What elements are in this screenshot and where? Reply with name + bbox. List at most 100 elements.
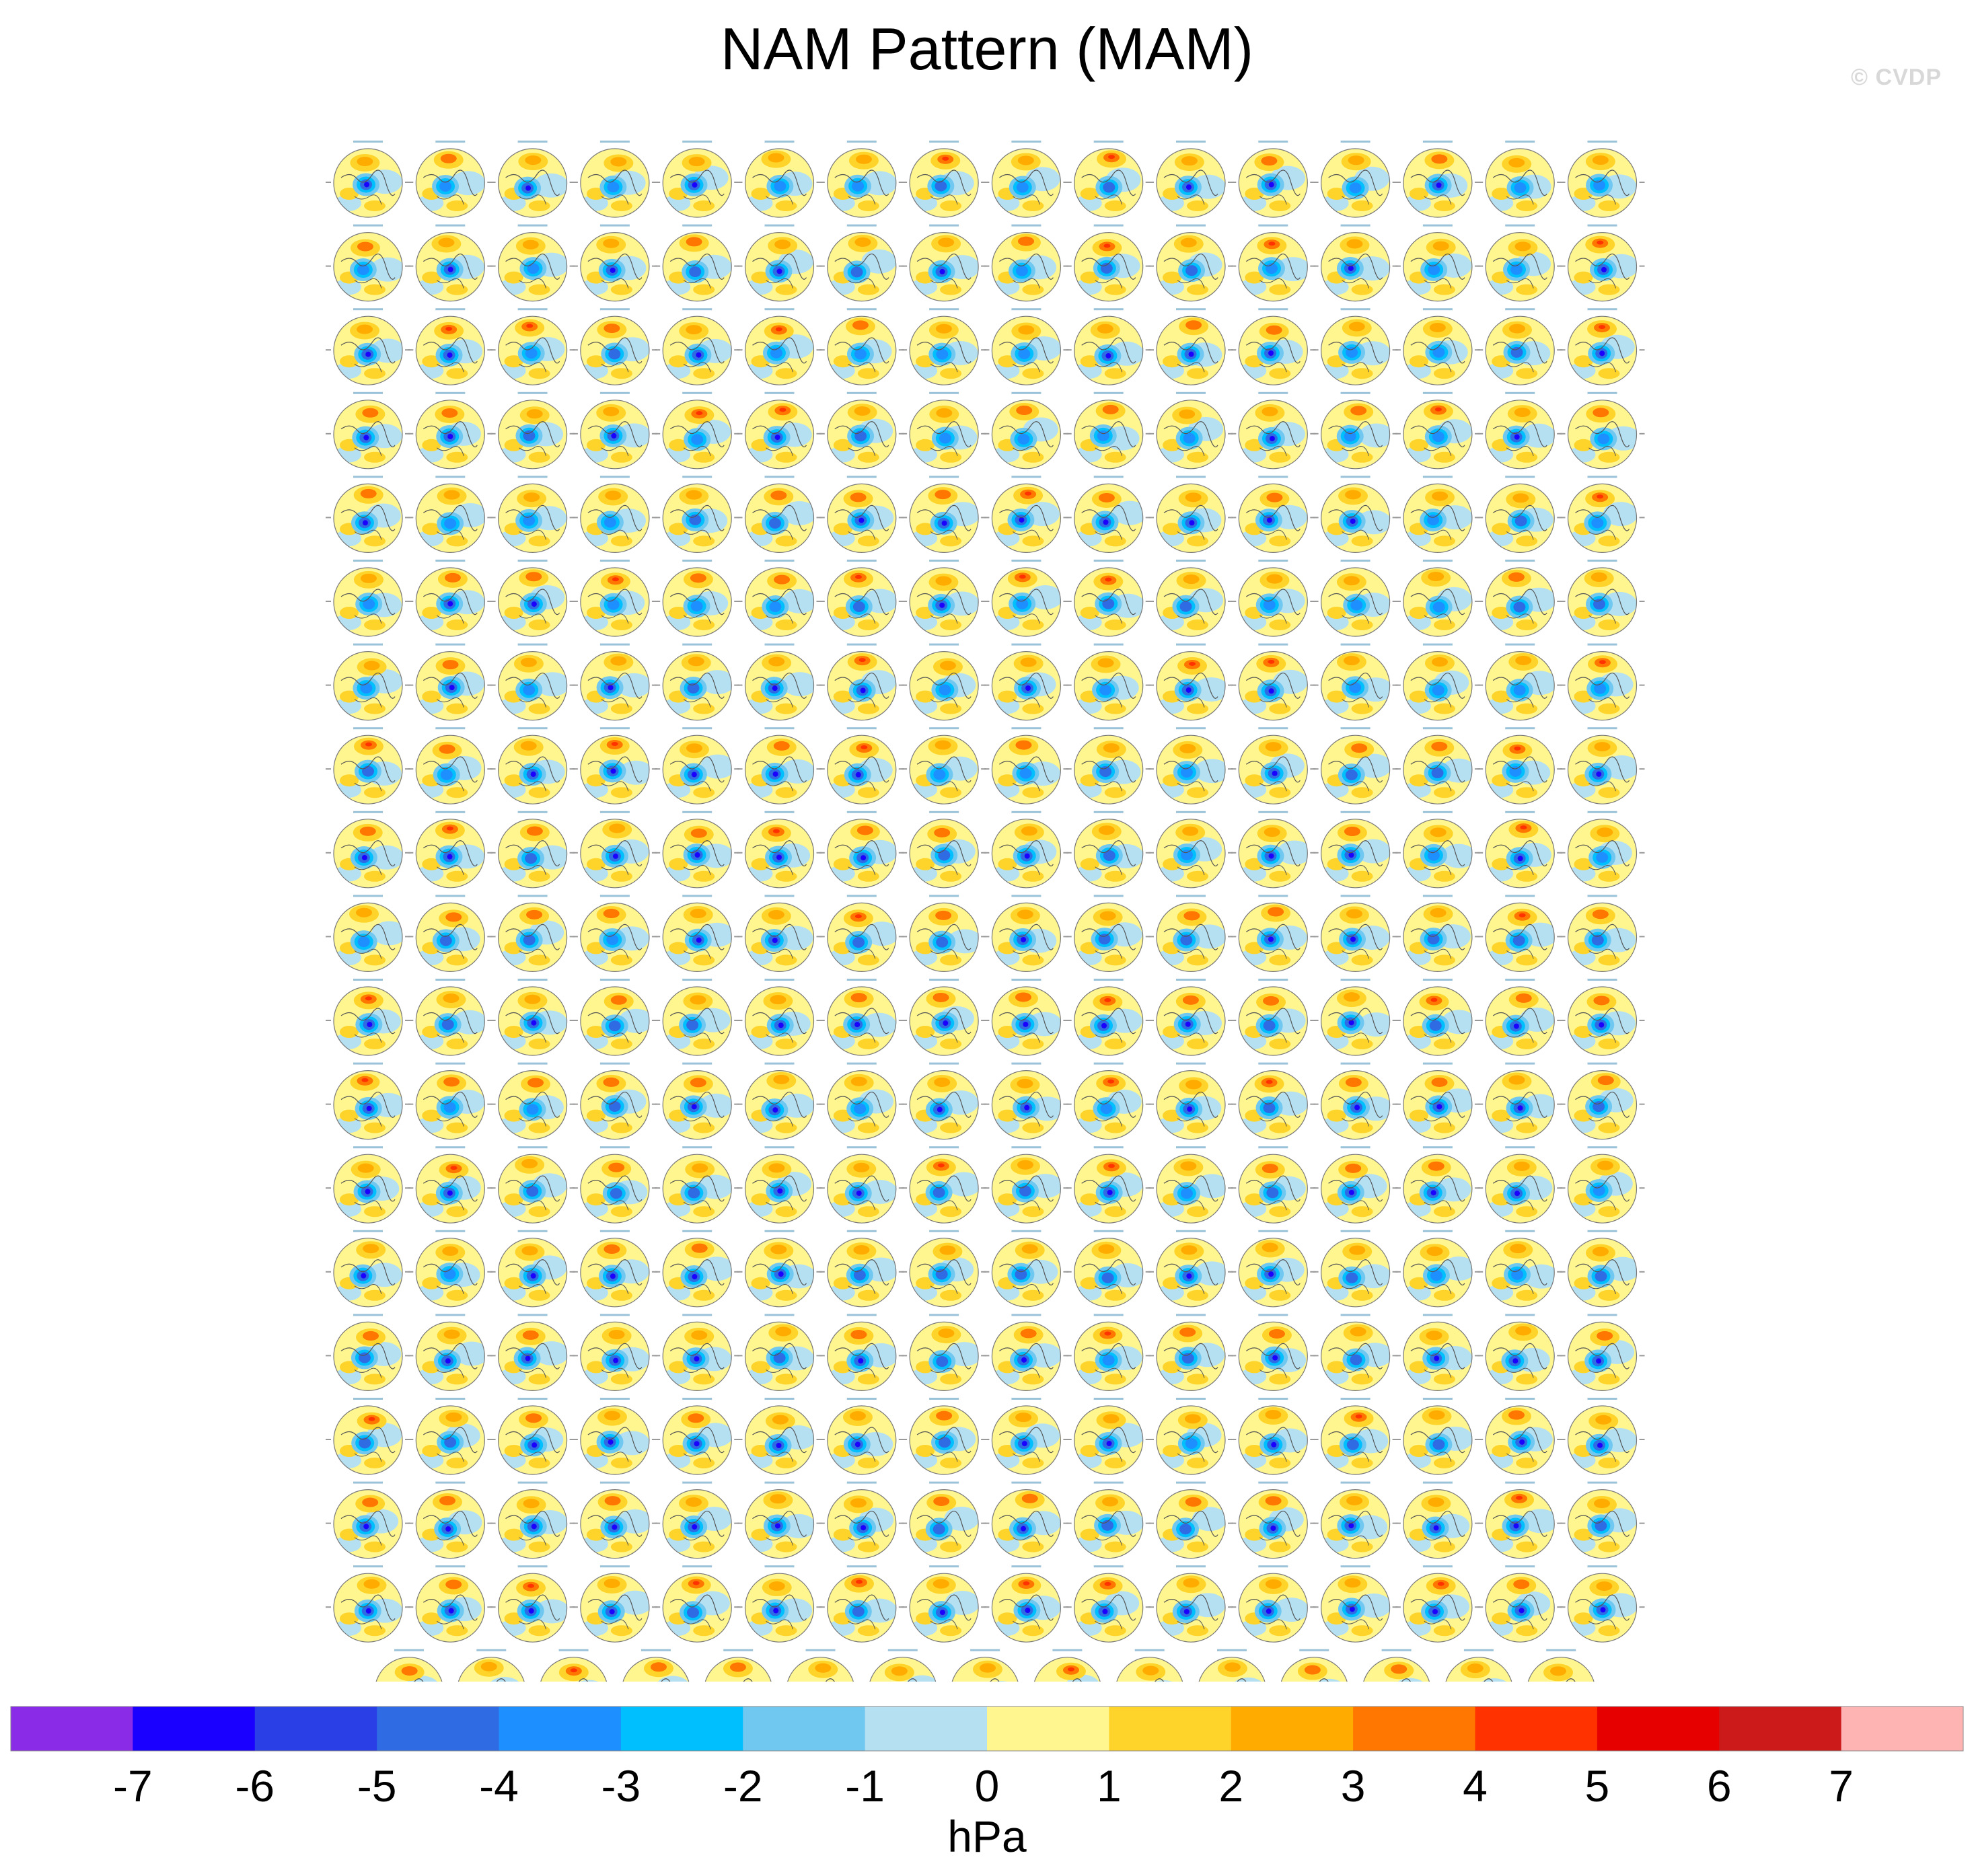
nam-panel: [1231, 727, 1316, 804]
nam-panel: [655, 1314, 740, 1392]
nam-panel: [408, 1398, 493, 1475]
nam-panel: [984, 979, 1069, 1056]
nam-panel: [572, 643, 657, 721]
nam-panel: [1148, 560, 1233, 637]
nam-panel: [1477, 1314, 1563, 1392]
nam-panel: [819, 1062, 904, 1140]
nam-panel: [1066, 643, 1151, 721]
nam-panel: [1148, 1565, 1233, 1643]
nam-panel: [1477, 1146, 1563, 1224]
nam-panel: [408, 560, 493, 637]
nam-panel: [1198, 1649, 1266, 1682]
cvdp-watermark: © CVDP: [1851, 65, 1942, 90]
nam-panel: [786, 1649, 855, 1682]
nam-panel: [1066, 476, 1151, 554]
nam-panel: [902, 1062, 987, 1140]
nam-panel: [902, 727, 987, 804]
nam-panel: [1148, 308, 1233, 385]
nam-panel: [1231, 1314, 1316, 1392]
nam-panel: [326, 141, 410, 218]
nam-panel: [819, 811, 904, 889]
nam-panel: [1477, 224, 1563, 302]
nam-panel: [1560, 391, 1645, 470]
nam-panel: [902, 141, 987, 218]
nam-panel: [408, 1230, 493, 1308]
nam-panel: [457, 1649, 526, 1682]
nam-panel: [621, 1649, 690, 1682]
nam-panel: [1066, 895, 1151, 973]
nam-panel: [819, 391, 904, 470]
nam-panel: [1066, 308, 1151, 385]
nam-panel: [326, 391, 410, 470]
colorbar-bin: [1109, 1706, 1232, 1751]
panel-grid: [326, 141, 1645, 1682]
nam-panel: [572, 308, 657, 385]
nam-panel: [1313, 1062, 1398, 1140]
nam-panel: [1395, 224, 1480, 302]
nam-panel: [1066, 224, 1151, 302]
nam-panel: [408, 141, 493, 218]
colorbar-bin: [1841, 1706, 1964, 1751]
nam-panel: [1477, 476, 1563, 554]
nam-panel: [490, 308, 575, 385]
nam-panel: [819, 308, 904, 385]
colorbar-tick-label: 5: [1585, 1761, 1610, 1811]
nam-panel: [1313, 391, 1398, 470]
nam-panel: [490, 1314, 575, 1392]
nam-panel: [737, 1481, 822, 1559]
nam-panel: [655, 979, 740, 1056]
nam-panel: [1560, 1398, 1645, 1475]
nam-panel: [1148, 391, 1233, 470]
nam-panel: [902, 224, 987, 302]
nam-panel: [490, 1398, 575, 1475]
colorbar-bin: [1475, 1706, 1598, 1751]
nam-panel: [572, 560, 657, 637]
nam-panel: [984, 476, 1069, 554]
nam-panel: [1395, 979, 1480, 1056]
nam-panel: [408, 643, 493, 721]
colorbar-tick-label: 2: [1218, 1761, 1243, 1811]
nam-panel: [326, 1398, 410, 1475]
nam-panel: [819, 979, 904, 1056]
nam-panel: [490, 224, 575, 302]
nam-panel: [1231, 391, 1316, 470]
nam-panel: [737, 1314, 822, 1392]
nam-panel: [326, 1565, 410, 1643]
nam-panel: [572, 391, 657, 470]
nam-panel: [326, 1314, 410, 1392]
nam-panel: [1231, 141, 1316, 218]
nam-panel: [1560, 811, 1645, 889]
nam-panel: [1560, 643, 1645, 721]
nam-panel: [326, 1481, 410, 1559]
nam-panel: [408, 1062, 493, 1140]
nam-panel: [1231, 1398, 1316, 1475]
nam-panel: [902, 1146, 987, 1224]
nam-panel: [1395, 727, 1480, 804]
nam-panel: [655, 308, 740, 385]
nam-panel: [326, 224, 410, 302]
nam-panel: [572, 1230, 657, 1308]
nam-panel: [1560, 1062, 1645, 1140]
colorbar-bin: [987, 1706, 1109, 1751]
nam-panel: [1231, 1146, 1316, 1224]
nam-panel: [1313, 1565, 1398, 1643]
nam-panel: [1477, 1062, 1563, 1140]
nam-panel: [408, 1314, 493, 1392]
nam-panel: [326, 643, 410, 721]
nam-panel: [737, 979, 822, 1056]
nam-panel: [1148, 643, 1233, 721]
nam-panel: [819, 1230, 904, 1308]
colorbar-tick-label: -6: [235, 1761, 275, 1811]
nam-panel: [1477, 141, 1563, 218]
nam-panel: [655, 1398, 740, 1475]
nam-panel: [490, 1481, 575, 1559]
nam-panel: [1066, 141, 1151, 218]
chart-title: NAM Pattern (MAM): [720, 15, 1254, 82]
nam-panel: [1477, 1230, 1563, 1308]
nam-panel: [737, 727, 822, 804]
nam-panel: [490, 643, 575, 721]
nam-panel: [819, 643, 904, 721]
nam-panel: [408, 391, 493, 470]
nam-panel: [1313, 1314, 1398, 1392]
nam-panel: [737, 224, 822, 302]
